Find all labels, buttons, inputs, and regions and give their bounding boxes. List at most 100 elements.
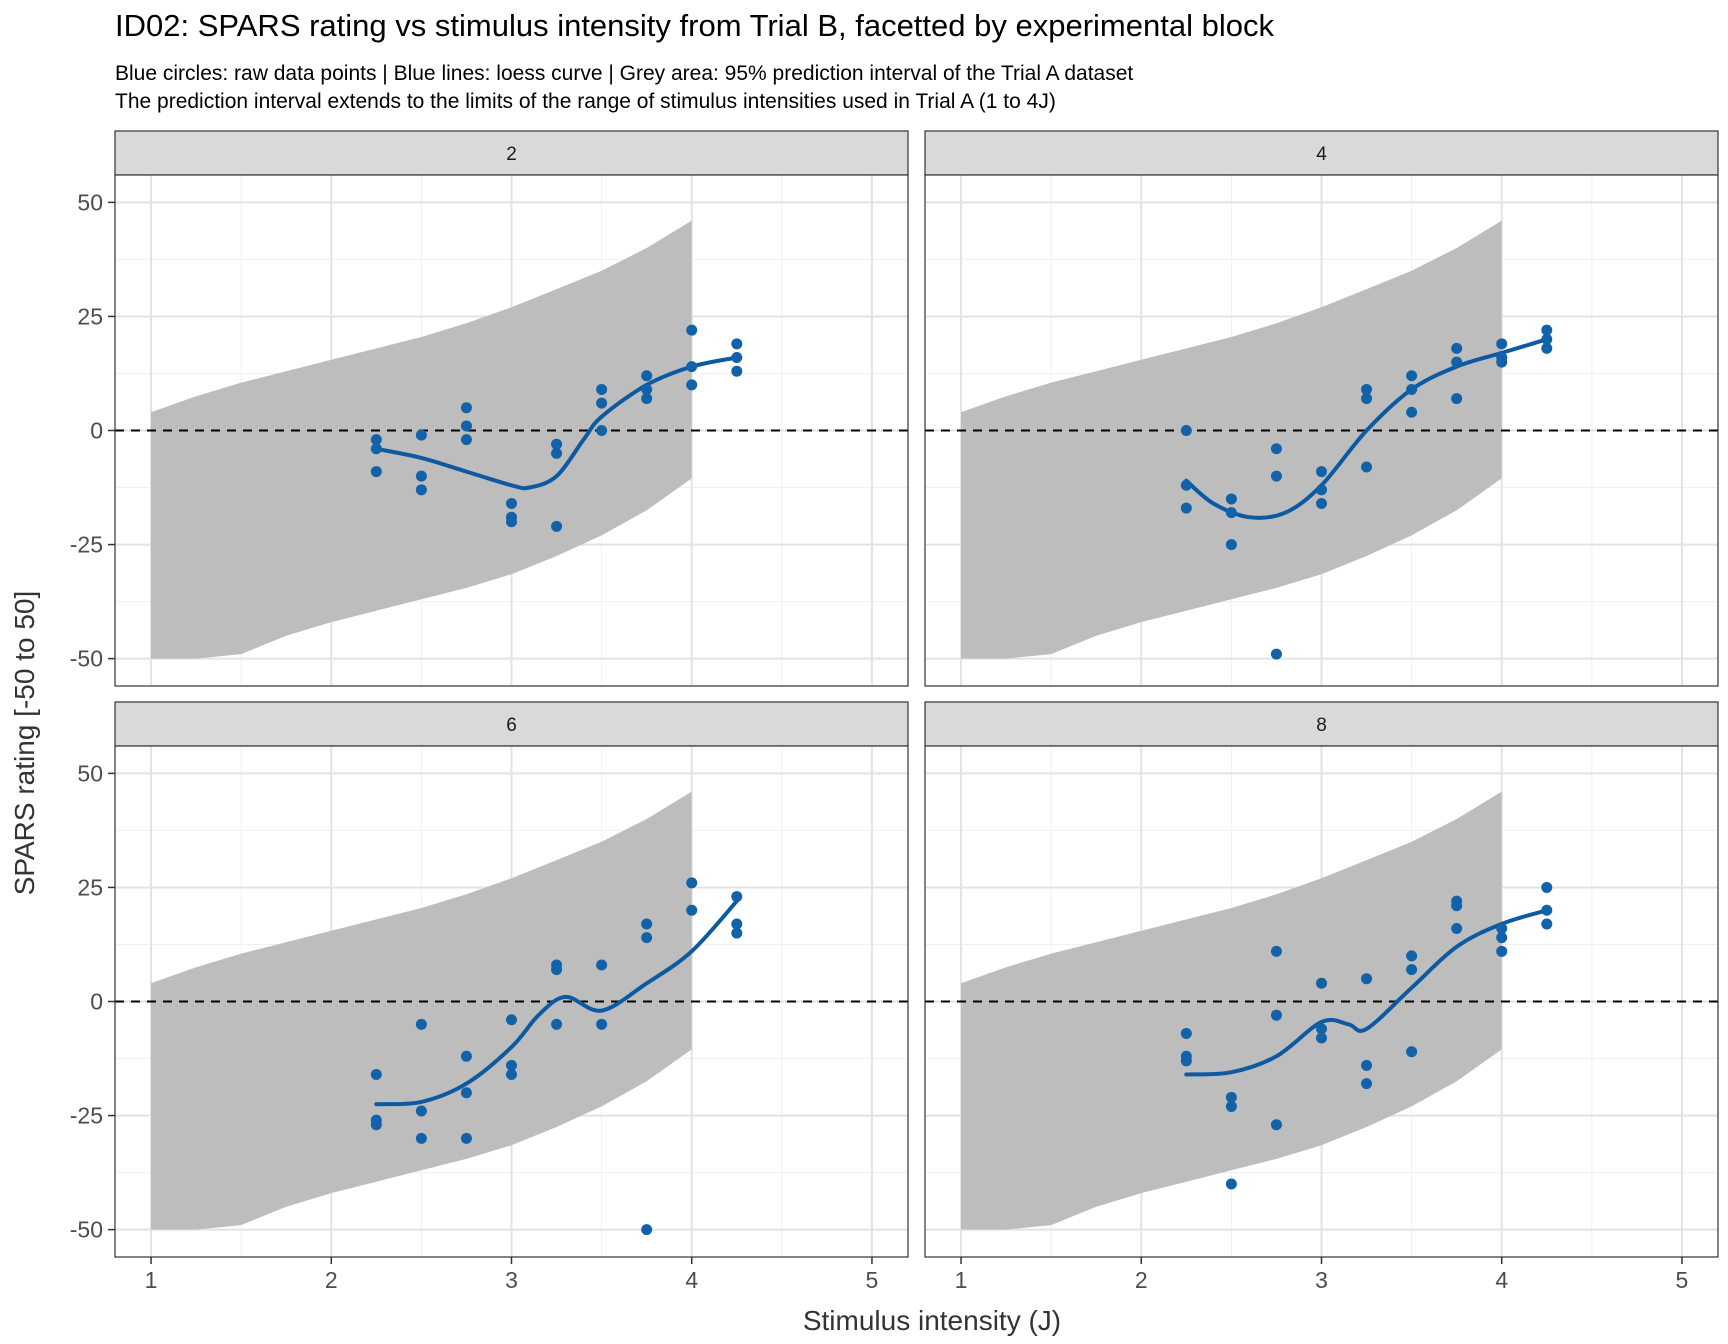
prediction-interval-band: [961, 220, 1502, 659]
data-point: [415, 1132, 427, 1144]
data-point: [1451, 356, 1463, 368]
data-point: [731, 338, 743, 350]
data-point: [1406, 950, 1418, 962]
data-point: [1361, 1059, 1373, 1071]
loess-curve: [374, 355, 739, 491]
data-point: [1361, 973, 1373, 985]
facet-strip: [114, 130, 909, 176]
facet-panel-4: 4: [924, 130, 1719, 687]
data-point: [460, 434, 472, 446]
data-point: [1180, 1027, 1192, 1039]
x-axis-label: Stimulus intensity (J): [803, 1305, 1061, 1336]
data-point: [1316, 466, 1327, 478]
data-point: [1270, 443, 1282, 455]
data-point: [1361, 461, 1373, 473]
data-point: [596, 397, 608, 409]
data-point: [1270, 945, 1282, 957]
data-point: [551, 520, 563, 532]
data-point: [551, 1018, 563, 1030]
data-point: [731, 891, 743, 903]
data-point: [1541, 918, 1553, 930]
data-point: [506, 516, 517, 528]
x-tick-label: 2: [325, 1267, 338, 1293]
data-point: [1225, 539, 1237, 551]
data-point: [551, 438, 563, 450]
data-point: [1496, 923, 1508, 934]
data-point: [1225, 1100, 1237, 1112]
data-point: [1361, 383, 1373, 395]
data-point: [460, 1087, 472, 1099]
chart-title: ID02: SPARS rating vs stimulus intensity…: [115, 8, 1274, 43]
facet-strip: [924, 701, 1719, 747]
y-tick-label: 0: [90, 989, 103, 1015]
data-point: [1451, 900, 1463, 912]
facet-strip: [114, 701, 909, 747]
data-point: [506, 1014, 517, 1026]
data-point: [415, 470, 427, 482]
data-point: [370, 1069, 382, 1080]
x-tick-label: 5: [1676, 1267, 1689, 1293]
data-point: [460, 1050, 472, 1062]
data-point: [415, 1018, 427, 1030]
data-point: [551, 964, 563, 976]
data-point: [1361, 393, 1373, 405]
data-point: [1496, 945, 1508, 957]
prediction-interval-band: [961, 791, 1502, 1230]
data-point: [1225, 493, 1237, 505]
y-tick-label: 50: [77, 760, 103, 786]
data-point: [1451, 393, 1463, 405]
data-point: [1451, 923, 1463, 934]
data-point: [641, 383, 653, 395]
data-point: [1451, 342, 1463, 354]
data-point: [686, 877, 698, 889]
data-point: [641, 932, 653, 944]
data-point: [1316, 977, 1327, 989]
data-point: [686, 324, 698, 336]
chart-subtitle-line-1: Blue circles: raw data points | Blue lin…: [115, 62, 1134, 85]
data-point: [641, 393, 653, 405]
data-point: [1406, 383, 1418, 395]
y-axis-label: SPARS rating [-50 to 50]: [9, 591, 40, 896]
data-point: [1496, 338, 1508, 350]
data-point: [1270, 1009, 1282, 1021]
data-point: [731, 352, 743, 363]
y-tick-label: 25: [77, 303, 103, 329]
data-point: [415, 484, 427, 496]
data-point: [1406, 406, 1418, 418]
x-tick-label: 4: [685, 1267, 698, 1293]
data-point: [370, 466, 382, 478]
data-point: [551, 447, 563, 459]
x-tick-label: 1: [955, 1267, 968, 1293]
y-tick-label: 50: [77, 189, 103, 215]
data-point: [1316, 484, 1327, 496]
data-point: [731, 918, 743, 930]
y-tick-label: -25: [70, 1103, 103, 1129]
data-point: [460, 402, 472, 414]
data-point: [1180, 425, 1192, 436]
x-tick-label: 3: [1315, 1267, 1328, 1293]
loess-curve: [374, 899, 739, 1107]
data-point: [596, 1018, 608, 1030]
data-point: [415, 429, 427, 441]
data-point: [506, 498, 517, 509]
data-point: [1361, 1078, 1373, 1090]
data-point: [641, 1224, 653, 1236]
data-point: [686, 361, 698, 373]
data-point: [1316, 1032, 1327, 1044]
x-tick-label: 2: [1135, 1267, 1148, 1293]
x-tick-label: 3: [505, 1267, 518, 1293]
data-point: [1225, 507, 1237, 519]
data-point: [1316, 498, 1327, 509]
data-point: [1496, 356, 1508, 368]
data-point: [1270, 1119, 1282, 1131]
panel-border: [924, 174, 1719, 687]
facet-strip-label: 8: [1316, 715, 1327, 736]
data-point: [1496, 932, 1508, 944]
loess-curve: [1184, 908, 1549, 1077]
data-point: [460, 420, 472, 432]
facet-panel-2: 2 -50 -25 0 25 50: [70, 130, 909, 687]
x-tick-label: 1: [145, 1267, 158, 1293]
y-tick-label: -50: [70, 646, 103, 672]
data-point: [1270, 648, 1282, 660]
data-point: [686, 904, 698, 916]
